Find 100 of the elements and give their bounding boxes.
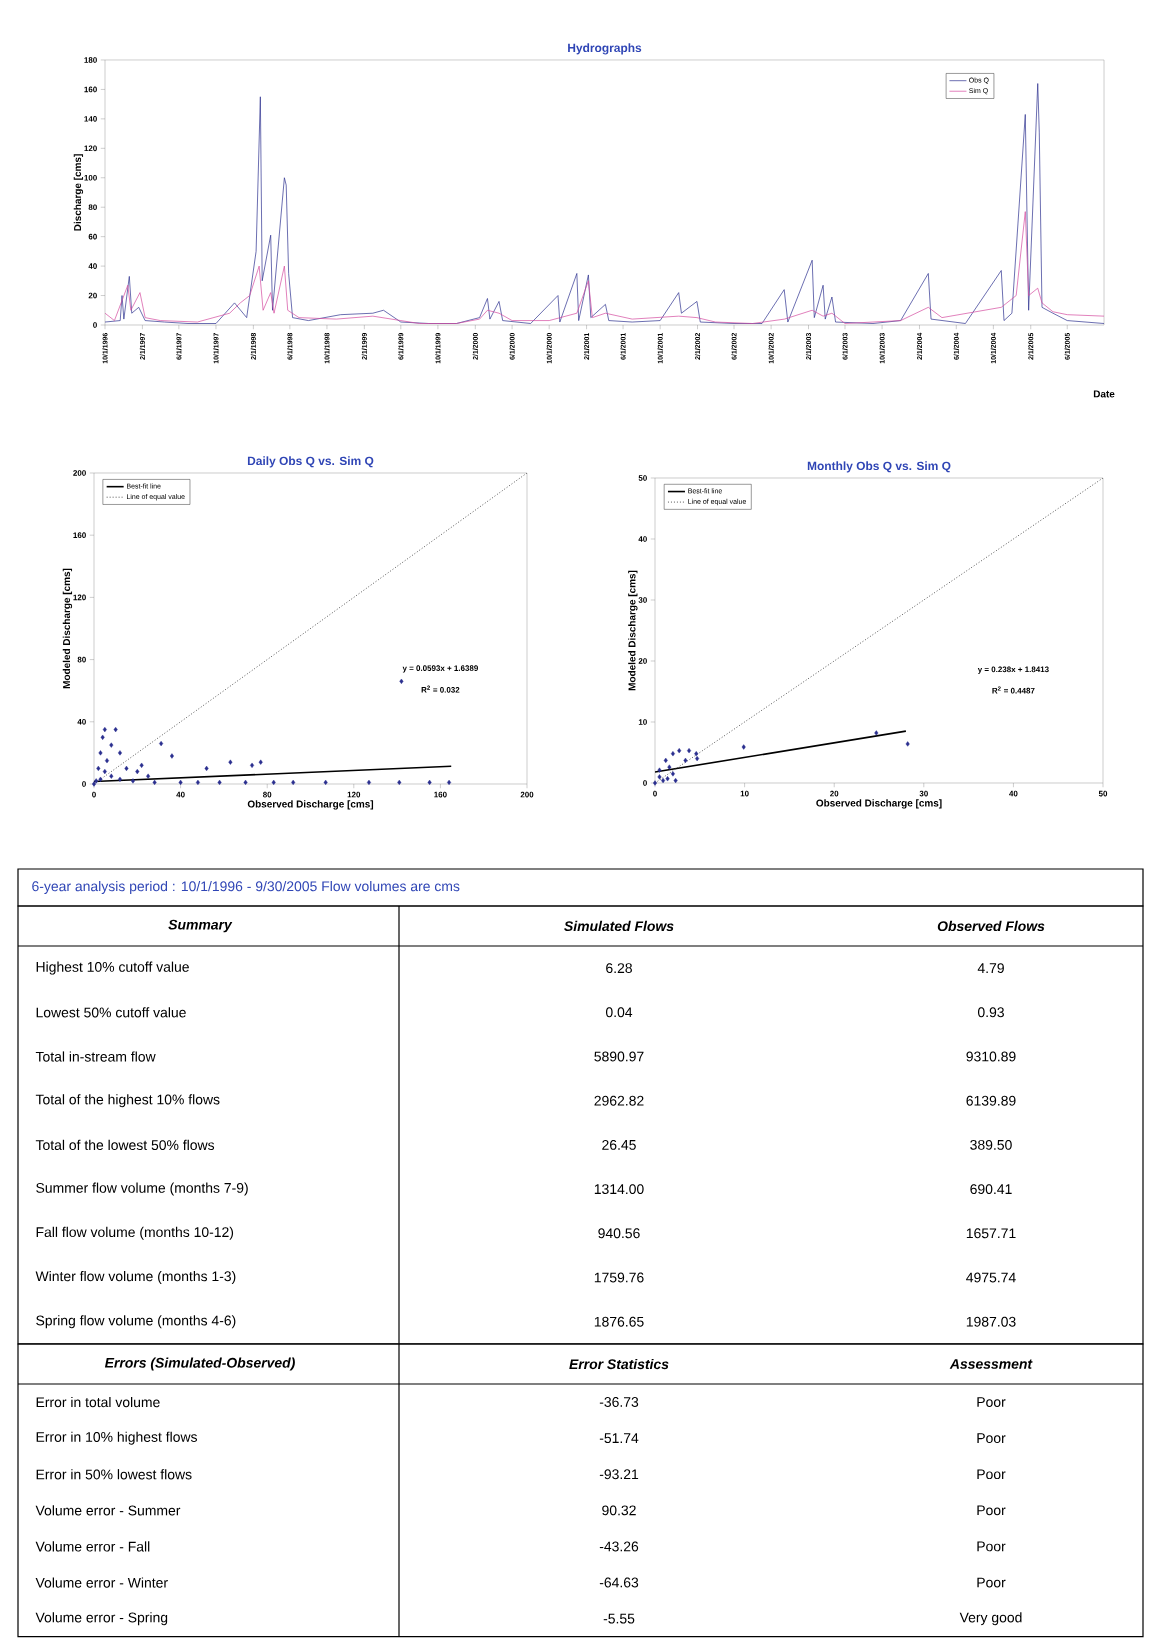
text: -43.26: [599, 1541, 639, 1552]
text: Lowest 50% cutoff value: [36, 1007, 186, 1018]
point: [661, 777, 666, 784]
text: 4.79: [977, 963, 1004, 974]
point: [258, 759, 263, 765]
point: [657, 774, 662, 780]
point: [667, 764, 672, 770]
text: Observed Flows: [937, 920, 1045, 932]
chart-title: Hydrographs: [568, 43, 642, 55]
text: 940.56: [598, 1228, 640, 1239]
point: [146, 773, 151, 779]
text: 1987.03: [966, 1316, 1016, 1327]
point: [271, 779, 276, 786]
text: Error in 10% highest flows: [36, 1431, 197, 1445]
point: [683, 757, 688, 764]
point: [366, 779, 371, 786]
point: [92, 781, 96, 787]
point: [399, 678, 404, 684]
point: [741, 744, 746, 750]
text: -93.21: [599, 1469, 639, 1480]
point: [169, 753, 174, 759]
text: Errors (Simulated-Observed): [104, 1357, 295, 1371]
text: 6-year analysis period : 10/1/1996 - 9/30/2005 Flow volumes are cms: [32, 881, 460, 894]
point: [670, 771, 675, 777]
text: Volume error - Winter: [35, 1577, 168, 1588]
point: [117, 776, 122, 782]
point: [130, 778, 135, 784]
point: [135, 768, 140, 775]
y-axis-title: Modeled Discharge [cms]: [62, 568, 73, 689]
text: 1759.76: [594, 1272, 644, 1283]
text: Very good: [959, 1612, 1022, 1626]
text: 1657.71: [966, 1228, 1016, 1239]
x-axis-title: Observed Discharge [cms]: [247, 800, 374, 810]
text: -64.63: [599, 1577, 639, 1588]
text: Poor: [977, 1577, 1006, 1588]
point: [195, 779, 200, 786]
point: [657, 767, 662, 773]
text: 6.28: [606, 963, 632, 974]
point: [98, 776, 103, 782]
text: Total in-stream flow: [35, 1051, 156, 1062]
point: [663, 757, 668, 764]
point: [102, 726, 107, 733]
text: Volume error - Summer: [35, 1505, 181, 1516]
point: [228, 759, 233, 765]
x-axis-title: Date: [1093, 390, 1115, 398]
point: [323, 779, 328, 786]
line-series: [105, 83, 1105, 324]
text: 9310.89: [966, 1051, 1016, 1062]
text: 690.41: [970, 1184, 1012, 1195]
text: 4975.74: [966, 1272, 1016, 1283]
text: Poor: [977, 1469, 1006, 1480]
text: Volume error - Spring: [35, 1612, 168, 1626]
point: [178, 779, 183, 786]
y-axis-title: Discharge [cms]: [73, 154, 84, 231]
text: Spring flow volume (months 4-6): [36, 1315, 236, 1329]
text: 5890.97: [594, 1051, 644, 1062]
point: [105, 758, 109, 764]
text: Poor: [977, 1505, 1006, 1516]
point: [159, 740, 164, 747]
chart-title: Monthly Obs Q vs. Sim Q: [807, 461, 951, 473]
text: 0.04: [605, 1007, 633, 1018]
point: [427, 779, 432, 786]
chart-title: Daily Obs Q vs. Sim Q: [247, 456, 374, 468]
text: Total of the lowest 50% flows: [35, 1139, 215, 1151]
x-axis-title: Observed Discharge [cms]: [816, 799, 942, 809]
point: [874, 730, 879, 736]
point: [243, 779, 248, 786]
line-series: [105, 211, 1105, 324]
text: Summary: [168, 919, 233, 933]
text: 90.32: [602, 1505, 636, 1516]
text: 2962.82: [594, 1095, 644, 1106]
point: [139, 762, 144, 768]
text: Total of the highest 10% flows: [35, 1094, 220, 1108]
text: 389.50: [970, 1139, 1012, 1150]
text: Error in total volume: [36, 1396, 160, 1408]
point: [102, 768, 107, 775]
text: Simulated Flows: [564, 920, 674, 932]
point: [94, 778, 99, 784]
point: [447, 779, 452, 786]
y-axis-title: Modeled Discharge [cms]: [628, 570, 638, 691]
point: [217, 779, 222, 786]
text: 1314.00: [594, 1184, 644, 1195]
text: -51.74: [599, 1433, 639, 1444]
point: [677, 748, 682, 754]
text: -5.55: [603, 1613, 635, 1624]
point: [204, 765, 209, 772]
text: 26.45: [602, 1139, 636, 1150]
text: Highest 10% cutoff value: [36, 961, 189, 975]
point: [653, 780, 657, 786]
point: [124, 765, 129, 772]
point: [96, 765, 101, 772]
point: [687, 748, 692, 754]
point: [673, 777, 678, 784]
text: 1876.65: [594, 1316, 644, 1327]
text: Poor: [977, 1397, 1006, 1407]
point: [250, 762, 255, 768]
text: -36.73: [599, 1397, 639, 1407]
text: Volume error - Fall: [35, 1541, 150, 1552]
text: Poor: [977, 1433, 1006, 1444]
text: Assessment: [949, 1359, 1033, 1369]
